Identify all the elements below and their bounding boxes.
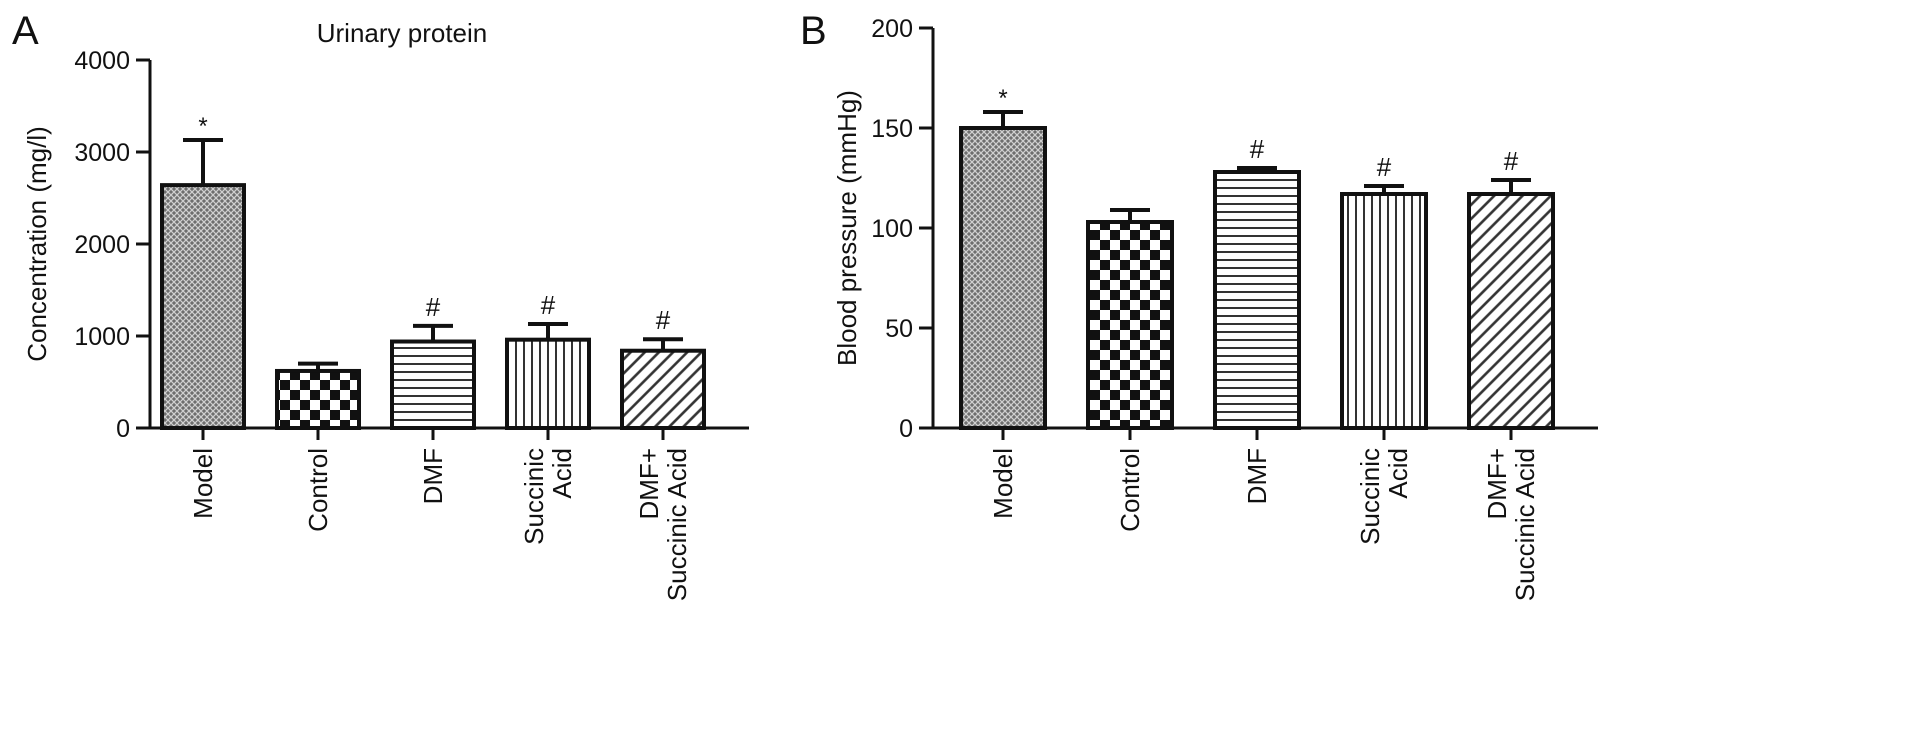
panel-b: B Blood pressure (mmHg) 0 50 100 150 200 * Model… bbox=[800, 9, 1598, 601]
significance-marker: # bbox=[1250, 134, 1265, 164]
x-category-label: Succinic bbox=[1355, 448, 1385, 545]
x-category-label: DMF+ bbox=[1482, 448, 1512, 520]
chart-title: Urinary protein bbox=[317, 18, 488, 48]
bar bbox=[160, 183, 246, 430]
y-tick-label: 0 bbox=[116, 415, 130, 443]
x-category-label: Control bbox=[1115, 448, 1145, 532]
y-tick-label: 200 bbox=[871, 15, 913, 43]
x-category-label: Acid bbox=[547, 448, 577, 499]
panel-letter: A bbox=[12, 9, 39, 53]
bar bbox=[505, 337, 591, 430]
x-category-label: Control bbox=[303, 448, 333, 532]
significance-marker: * bbox=[998, 85, 1007, 112]
x-category-label: Succinic bbox=[519, 448, 549, 545]
y-tick-label: 3000 bbox=[74, 139, 130, 167]
bar bbox=[959, 126, 1047, 430]
x-category-label: Model bbox=[988, 448, 1018, 519]
x-category-label: DMF bbox=[418, 448, 448, 504]
y-axis-title: Blood pressure (mmHg) bbox=[832, 90, 862, 366]
bar bbox=[620, 348, 706, 430]
y-tick-label: 1000 bbox=[74, 323, 130, 351]
bar bbox=[1340, 192, 1428, 430]
bar bbox=[1086, 220, 1174, 430]
x-category-label: Succinic Acid bbox=[662, 448, 692, 601]
x-category-label: DMF+ bbox=[634, 448, 664, 520]
significance-marker: # bbox=[541, 290, 556, 320]
y-tick-label: 150 bbox=[871, 115, 913, 143]
bar bbox=[390, 339, 476, 430]
panel-a: A Urinary protein Concentration (mg/l) 0 100… bbox=[12, 9, 749, 601]
x-category-label: Succinic Acid bbox=[1510, 448, 1540, 601]
y-tick-label: 2000 bbox=[74, 231, 130, 259]
significance-marker: # bbox=[426, 292, 441, 322]
significance-marker: # bbox=[1377, 152, 1392, 182]
bar bbox=[275, 368, 361, 430]
y-axis-title: Concentration (mg/l) bbox=[22, 126, 52, 362]
y-tick-label: 0 bbox=[899, 415, 913, 443]
x-category-label: Model bbox=[188, 448, 218, 519]
significance-marker: * bbox=[198, 113, 207, 140]
x-category-label: DMF bbox=[1242, 448, 1272, 504]
bar bbox=[1467, 192, 1555, 430]
y-tick-label: 100 bbox=[871, 215, 913, 243]
significance-marker: # bbox=[656, 305, 671, 335]
significance-marker: # bbox=[1504, 146, 1519, 176]
x-category-label: Acid bbox=[1383, 448, 1413, 499]
bar bbox=[1213, 170, 1301, 430]
panel-letter: B bbox=[800, 9, 827, 53]
y-tick-label: 50 bbox=[885, 315, 913, 343]
y-tick-label: 4000 bbox=[74, 47, 130, 75]
